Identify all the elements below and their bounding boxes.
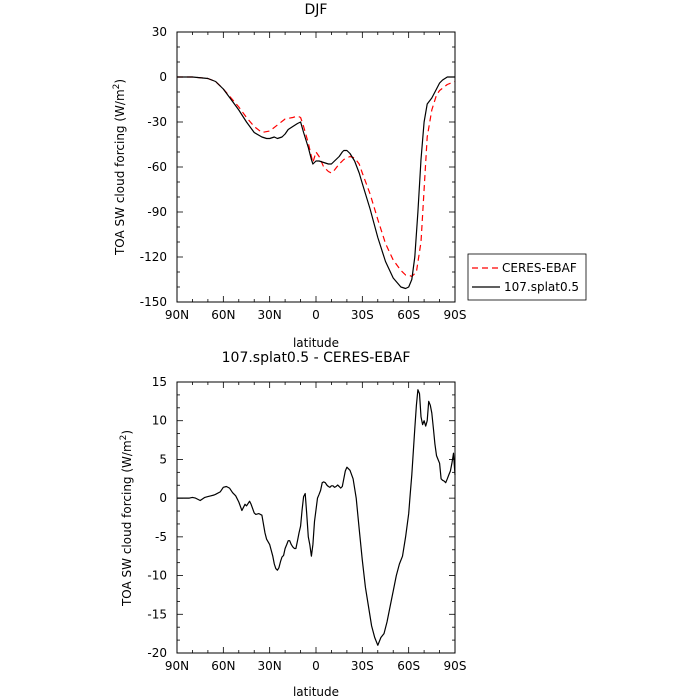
plot-frame (176, 381, 456, 654)
plot-area (177, 389, 456, 646)
legend-label-model: 107.splat0.5 (504, 280, 579, 294)
chart-title: 107.splat0.5 - CERES-EBAF (222, 350, 411, 366)
series-line-107-splat0-5 (177, 76, 455, 290)
x-tick-label: 0 (312, 659, 320, 673)
y-tick-label: -5 (155, 530, 167, 544)
x-axis-label: latitude (293, 685, 339, 699)
series-line-ceres-ebaf (177, 76, 456, 278)
y-tick-label: -30 (147, 115, 167, 129)
y-tick-label: 5 (159, 452, 167, 466)
x-tick-label: 60N (211, 308, 235, 322)
y-tick-label: 30 (152, 25, 167, 39)
legend: CERES-EBAF 107.splat0.5 (467, 253, 587, 301)
y-tick-label: 15 (152, 375, 167, 389)
plot-frame (176, 31, 456, 303)
x-tick-label: 30N (258, 659, 282, 673)
x-axis-label: latitude (293, 336, 339, 350)
chart-title: DJF (305, 2, 328, 18)
x-tick-label: 90S (444, 308, 467, 322)
y-axis-label: TOA SW cloud forcing (W/m2) (119, 430, 134, 607)
legend-label-ceres: CERES-EBAF (502, 261, 577, 275)
y-axis-label: TOA SW cloud forcing (W/m2) (112, 79, 127, 256)
panel-difference: 107.splat0.5 - CERES-EBAF 90N 60N 30N 0 30S 6… (119, 350, 466, 699)
y-tick-label: -60 (147, 160, 167, 174)
y-tick-label: 10 (152, 414, 167, 428)
y-tick-label: -120 (140, 250, 167, 264)
y-tick-label: -90 (147, 205, 167, 219)
x-tick-label: 0 (312, 308, 320, 322)
x-tick-label: 30S (351, 308, 374, 322)
y-tick-label: -15 (147, 607, 167, 621)
x-tick-label: 30S (351, 659, 374, 673)
x-tick-label: 60S (397, 308, 420, 322)
y-tick-label: -150 (140, 295, 167, 309)
axis-ticks: 90N 60N 30N 0 30S 60S 90S 30 0 -30 -60 -90 -120 -150 (140, 25, 467, 322)
y-tick-label: 0 (159, 70, 167, 84)
x-tick-label: 90N (165, 308, 189, 322)
x-tick-label: 90N (165, 659, 189, 673)
x-tick-label: 30N (258, 308, 282, 322)
x-tick-label: 60N (211, 659, 235, 673)
plot-area (177, 76, 456, 290)
x-tick-label: 60S (397, 659, 420, 673)
legend-box (467, 253, 587, 301)
axis-ticks: 90N 60N 30N 0 30S 60S 90S 15 10 5 0 -5 -10 -15 -20 (147, 375, 466, 673)
y-tick-label: -10 (147, 569, 167, 583)
series-line-difference (177, 389, 456, 646)
panel-djf: DJF 90N 60N 30N 0 30S 60S 90S 30 0 -30 -60 -90 -120 -… (112, 2, 587, 350)
y-tick-label: 0 (159, 491, 167, 505)
x-tick-label: 90S (444, 659, 467, 673)
y-tick-label: -20 (147, 646, 167, 660)
